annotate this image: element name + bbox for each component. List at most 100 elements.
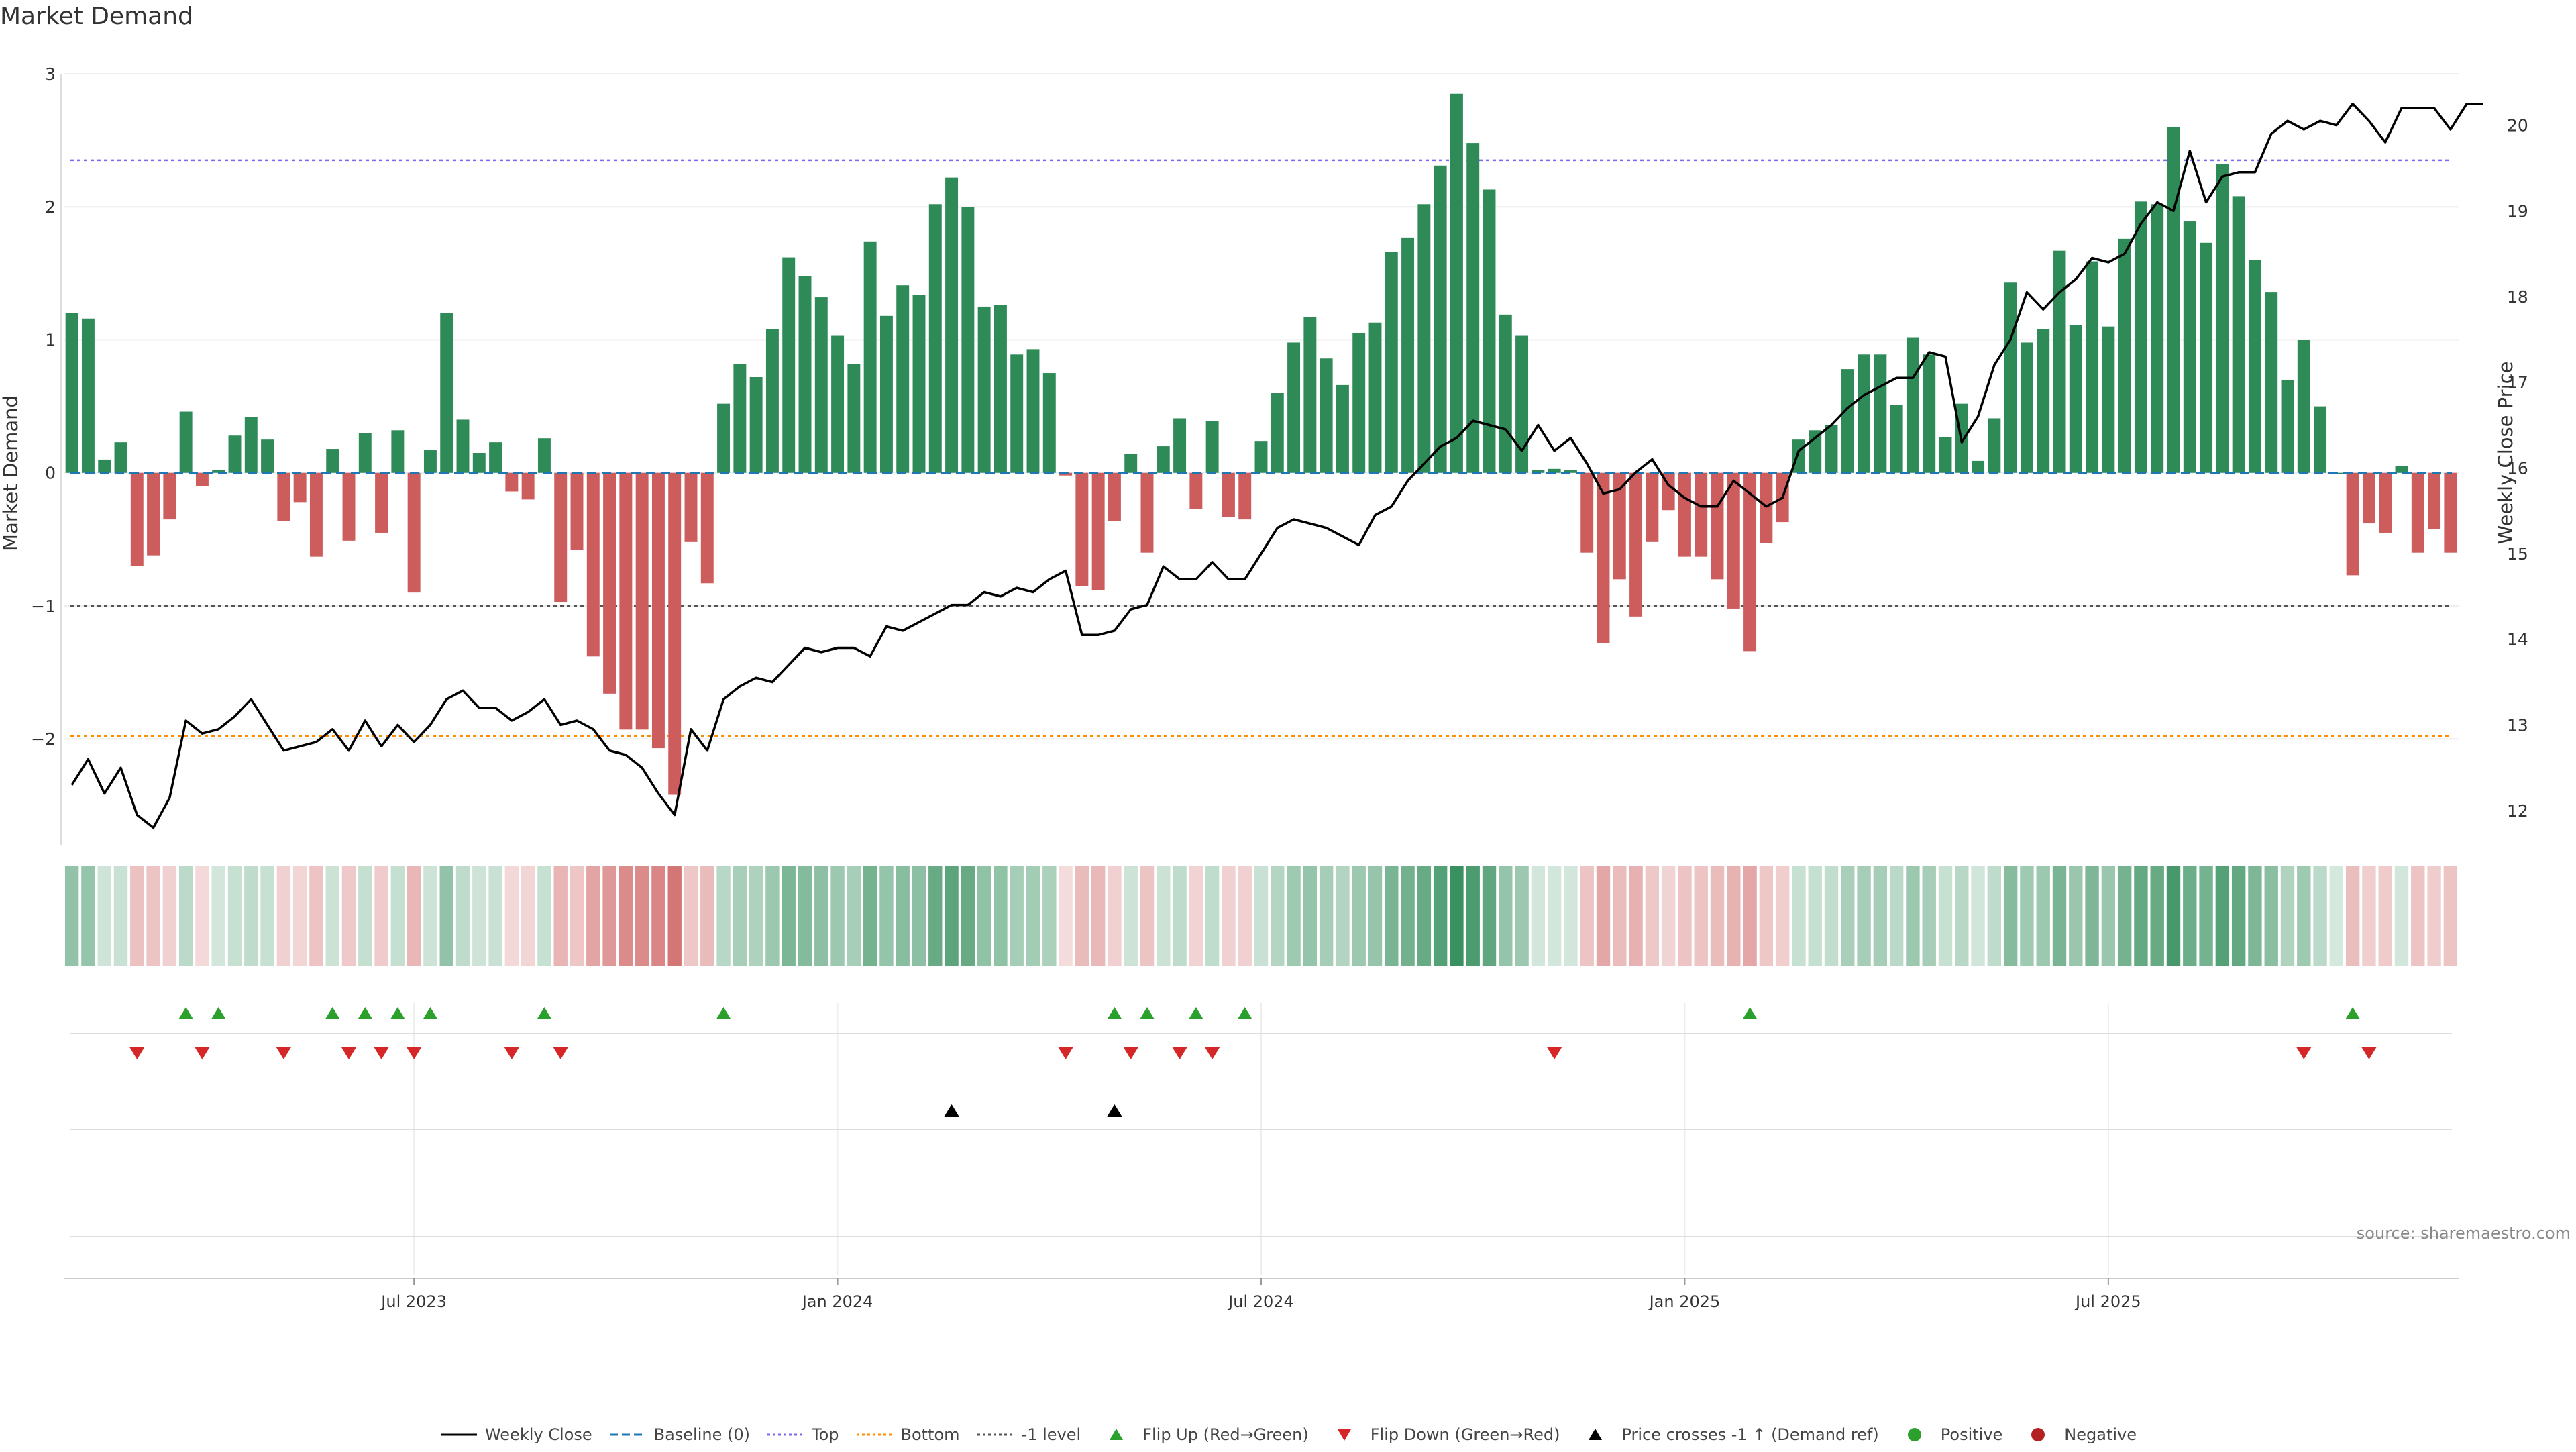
demand-bar xyxy=(1613,472,1626,580)
heat-cell xyxy=(749,866,763,966)
demand-bar xyxy=(130,472,144,566)
flip-down-marker xyxy=(504,1047,519,1059)
demand-bar xyxy=(1792,439,1805,473)
y-tick-label: −1 xyxy=(31,597,56,616)
legend-item: Bottom xyxy=(855,1425,960,1444)
heat-cell xyxy=(1841,866,1855,966)
heat-cell xyxy=(2297,866,2311,966)
heat-cell xyxy=(570,866,584,966)
legend-swatch xyxy=(977,1433,1014,1436)
heat-cell xyxy=(863,866,877,966)
x-tick-label: Jan 2025 xyxy=(1648,1292,1721,1311)
demand-bar xyxy=(456,419,470,473)
demand-bar xyxy=(700,472,714,584)
heat-cell xyxy=(1938,866,1953,966)
heat-cell xyxy=(358,866,372,966)
heat-cell xyxy=(1222,866,1236,966)
demand-bar xyxy=(1238,472,1252,520)
heat-cell xyxy=(798,866,812,966)
demand-bar xyxy=(1271,393,1284,473)
y-tick-label: −2 xyxy=(31,729,56,749)
heat-cell xyxy=(1727,866,1741,966)
demand-bar xyxy=(1401,237,1415,473)
heat-cell xyxy=(1254,866,1269,966)
demand-bar xyxy=(684,472,698,542)
heat-cell xyxy=(1580,866,1594,966)
demand-bar xyxy=(1205,421,1219,473)
demand-bar xyxy=(912,295,926,473)
demand-bar xyxy=(570,472,584,550)
y2-tick-label: 18 xyxy=(2507,287,2528,307)
heat-cell xyxy=(1792,866,1806,966)
heat-cell xyxy=(1319,866,1334,966)
heat-cell xyxy=(1547,866,1562,966)
x-tick-label: Jul 2025 xyxy=(2074,1292,2141,1311)
flip-up-marker xyxy=(716,1007,731,1019)
demand-bar xyxy=(1923,354,1936,473)
heat-cell xyxy=(1629,866,1643,966)
y2-tick-label: 15 xyxy=(2507,544,2528,564)
demand-bar xyxy=(261,439,274,473)
heat-cell xyxy=(1987,866,2002,966)
heat-cell xyxy=(1808,866,1822,966)
demand-bar xyxy=(1059,472,1073,476)
heat-cell xyxy=(97,866,111,966)
demand-bar xyxy=(537,438,551,473)
heat-cell xyxy=(1694,866,1708,966)
heat-cell xyxy=(2134,866,2148,966)
legend-item: Weekly Close xyxy=(439,1425,592,1444)
heat-cell xyxy=(635,866,649,966)
heat-cell xyxy=(2411,866,2425,966)
legend-label: Positive xyxy=(1940,1425,2003,1444)
demand-bar xyxy=(212,470,225,473)
demand-bar xyxy=(2411,472,2424,553)
heat-cell xyxy=(113,866,128,966)
legend-item: Positive xyxy=(1895,1425,2003,1444)
demand-bar xyxy=(1124,454,1138,473)
flip-down-marker xyxy=(374,1047,389,1059)
demand-bar xyxy=(1336,384,1349,473)
demand-bar xyxy=(1548,468,1561,473)
legend-item: Flip Down (Green→Red) xyxy=(1325,1425,1560,1444)
legend-swatch-shape xyxy=(1907,1428,1921,1441)
demand-bar xyxy=(733,364,747,473)
heat-cell xyxy=(1922,866,1936,966)
heat-cell xyxy=(374,866,388,966)
legend-label: Weekly Close xyxy=(484,1425,592,1444)
demand-bar xyxy=(98,459,111,473)
heat-cell xyxy=(1173,866,1187,966)
demand-bar xyxy=(2248,260,2261,473)
demand-bar xyxy=(1972,460,1985,473)
demand-bar xyxy=(2428,472,2441,529)
legend-label: Bottom xyxy=(900,1425,960,1444)
demand-bar xyxy=(342,472,356,541)
heat-cell xyxy=(1564,866,1578,966)
heat-cell xyxy=(1042,866,1057,966)
legend-swatch-shape xyxy=(1589,1429,1603,1440)
demand-bar xyxy=(2134,201,2147,473)
chart-title: Market Demand xyxy=(0,3,193,30)
heat-cell xyxy=(1743,866,1757,966)
heat-cell xyxy=(2443,866,2458,966)
heat-cell xyxy=(961,866,975,966)
demand-bar xyxy=(277,472,290,521)
heat-cell xyxy=(733,866,747,966)
heat-cell xyxy=(2020,866,2034,966)
heat-cell xyxy=(537,866,551,966)
demand-bar xyxy=(244,417,258,473)
heat-cell xyxy=(2150,866,2164,966)
flip-up-marker xyxy=(1107,1007,1122,1019)
heat-cell xyxy=(244,866,258,966)
demand-bar xyxy=(1825,425,1838,473)
legend-swatch-shape xyxy=(1110,1429,1124,1440)
demand-bar xyxy=(1287,342,1301,473)
heat-cell xyxy=(879,866,894,966)
demand-bar xyxy=(1629,472,1643,617)
legend-item: Price crosses -1 ↑ (Demand ref) xyxy=(1576,1425,1879,1444)
legend-label: Flip Up (Red→Green) xyxy=(1142,1425,1309,1444)
flip-up-marker xyxy=(358,1007,373,1019)
flip-down-marker xyxy=(1547,1047,1562,1059)
heat-cell xyxy=(1075,866,1089,966)
flip-up-marker xyxy=(1188,1007,1203,1019)
heat-cell xyxy=(1091,866,1106,966)
